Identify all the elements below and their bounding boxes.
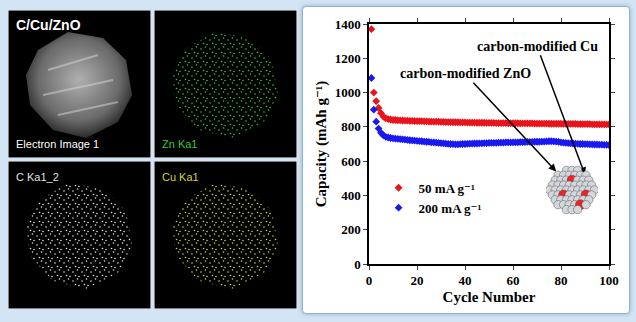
- svg-text:400: 400: [341, 188, 361, 203]
- svg-text:40: 40: [459, 273, 472, 288]
- svg-text:Cu Ka1: Cu Ka1: [162, 171, 199, 183]
- svg-text:0: 0: [354, 257, 361, 272]
- svg-text:1400: 1400: [335, 17, 361, 32]
- svg-text:80: 80: [555, 273, 568, 288]
- svg-text:0: 0: [366, 273, 373, 288]
- svg-text:50 mA g⁻¹: 50 mA g⁻¹: [419, 181, 475, 196]
- svg-text:Cycle Number: Cycle Number: [443, 289, 536, 305]
- svg-text:20: 20: [411, 273, 424, 288]
- svg-text:1200: 1200: [335, 51, 361, 66]
- svg-text:60: 60: [507, 273, 520, 288]
- svg-text:Capacity (mAh g⁻¹): Capacity (mAh g⁻¹): [313, 81, 330, 208]
- svg-text:100: 100: [599, 273, 619, 288]
- svg-text:200: 200: [341, 222, 361, 237]
- svg-text:C/Cu/ZnO: C/Cu/ZnO: [16, 17, 81, 33]
- svg-text:200 mA g⁻¹: 200 mA g⁻¹: [419, 201, 482, 216]
- svg-text:carbon-modified ZnO: carbon-modified ZnO: [400, 66, 531, 81]
- svg-text:Zn Ka1: Zn Ka1: [162, 138, 197, 150]
- svg-text:Electron Image 1: Electron Image 1: [16, 138, 99, 150]
- svg-text:1000: 1000: [335, 85, 361, 100]
- svg-text:C Ka1_2: C Ka1_2: [16, 171, 59, 183]
- svg-text:800: 800: [341, 119, 361, 134]
- svg-text:600: 600: [341, 154, 361, 169]
- svg-text:carbon-modified Cu: carbon-modified Cu: [477, 39, 598, 54]
